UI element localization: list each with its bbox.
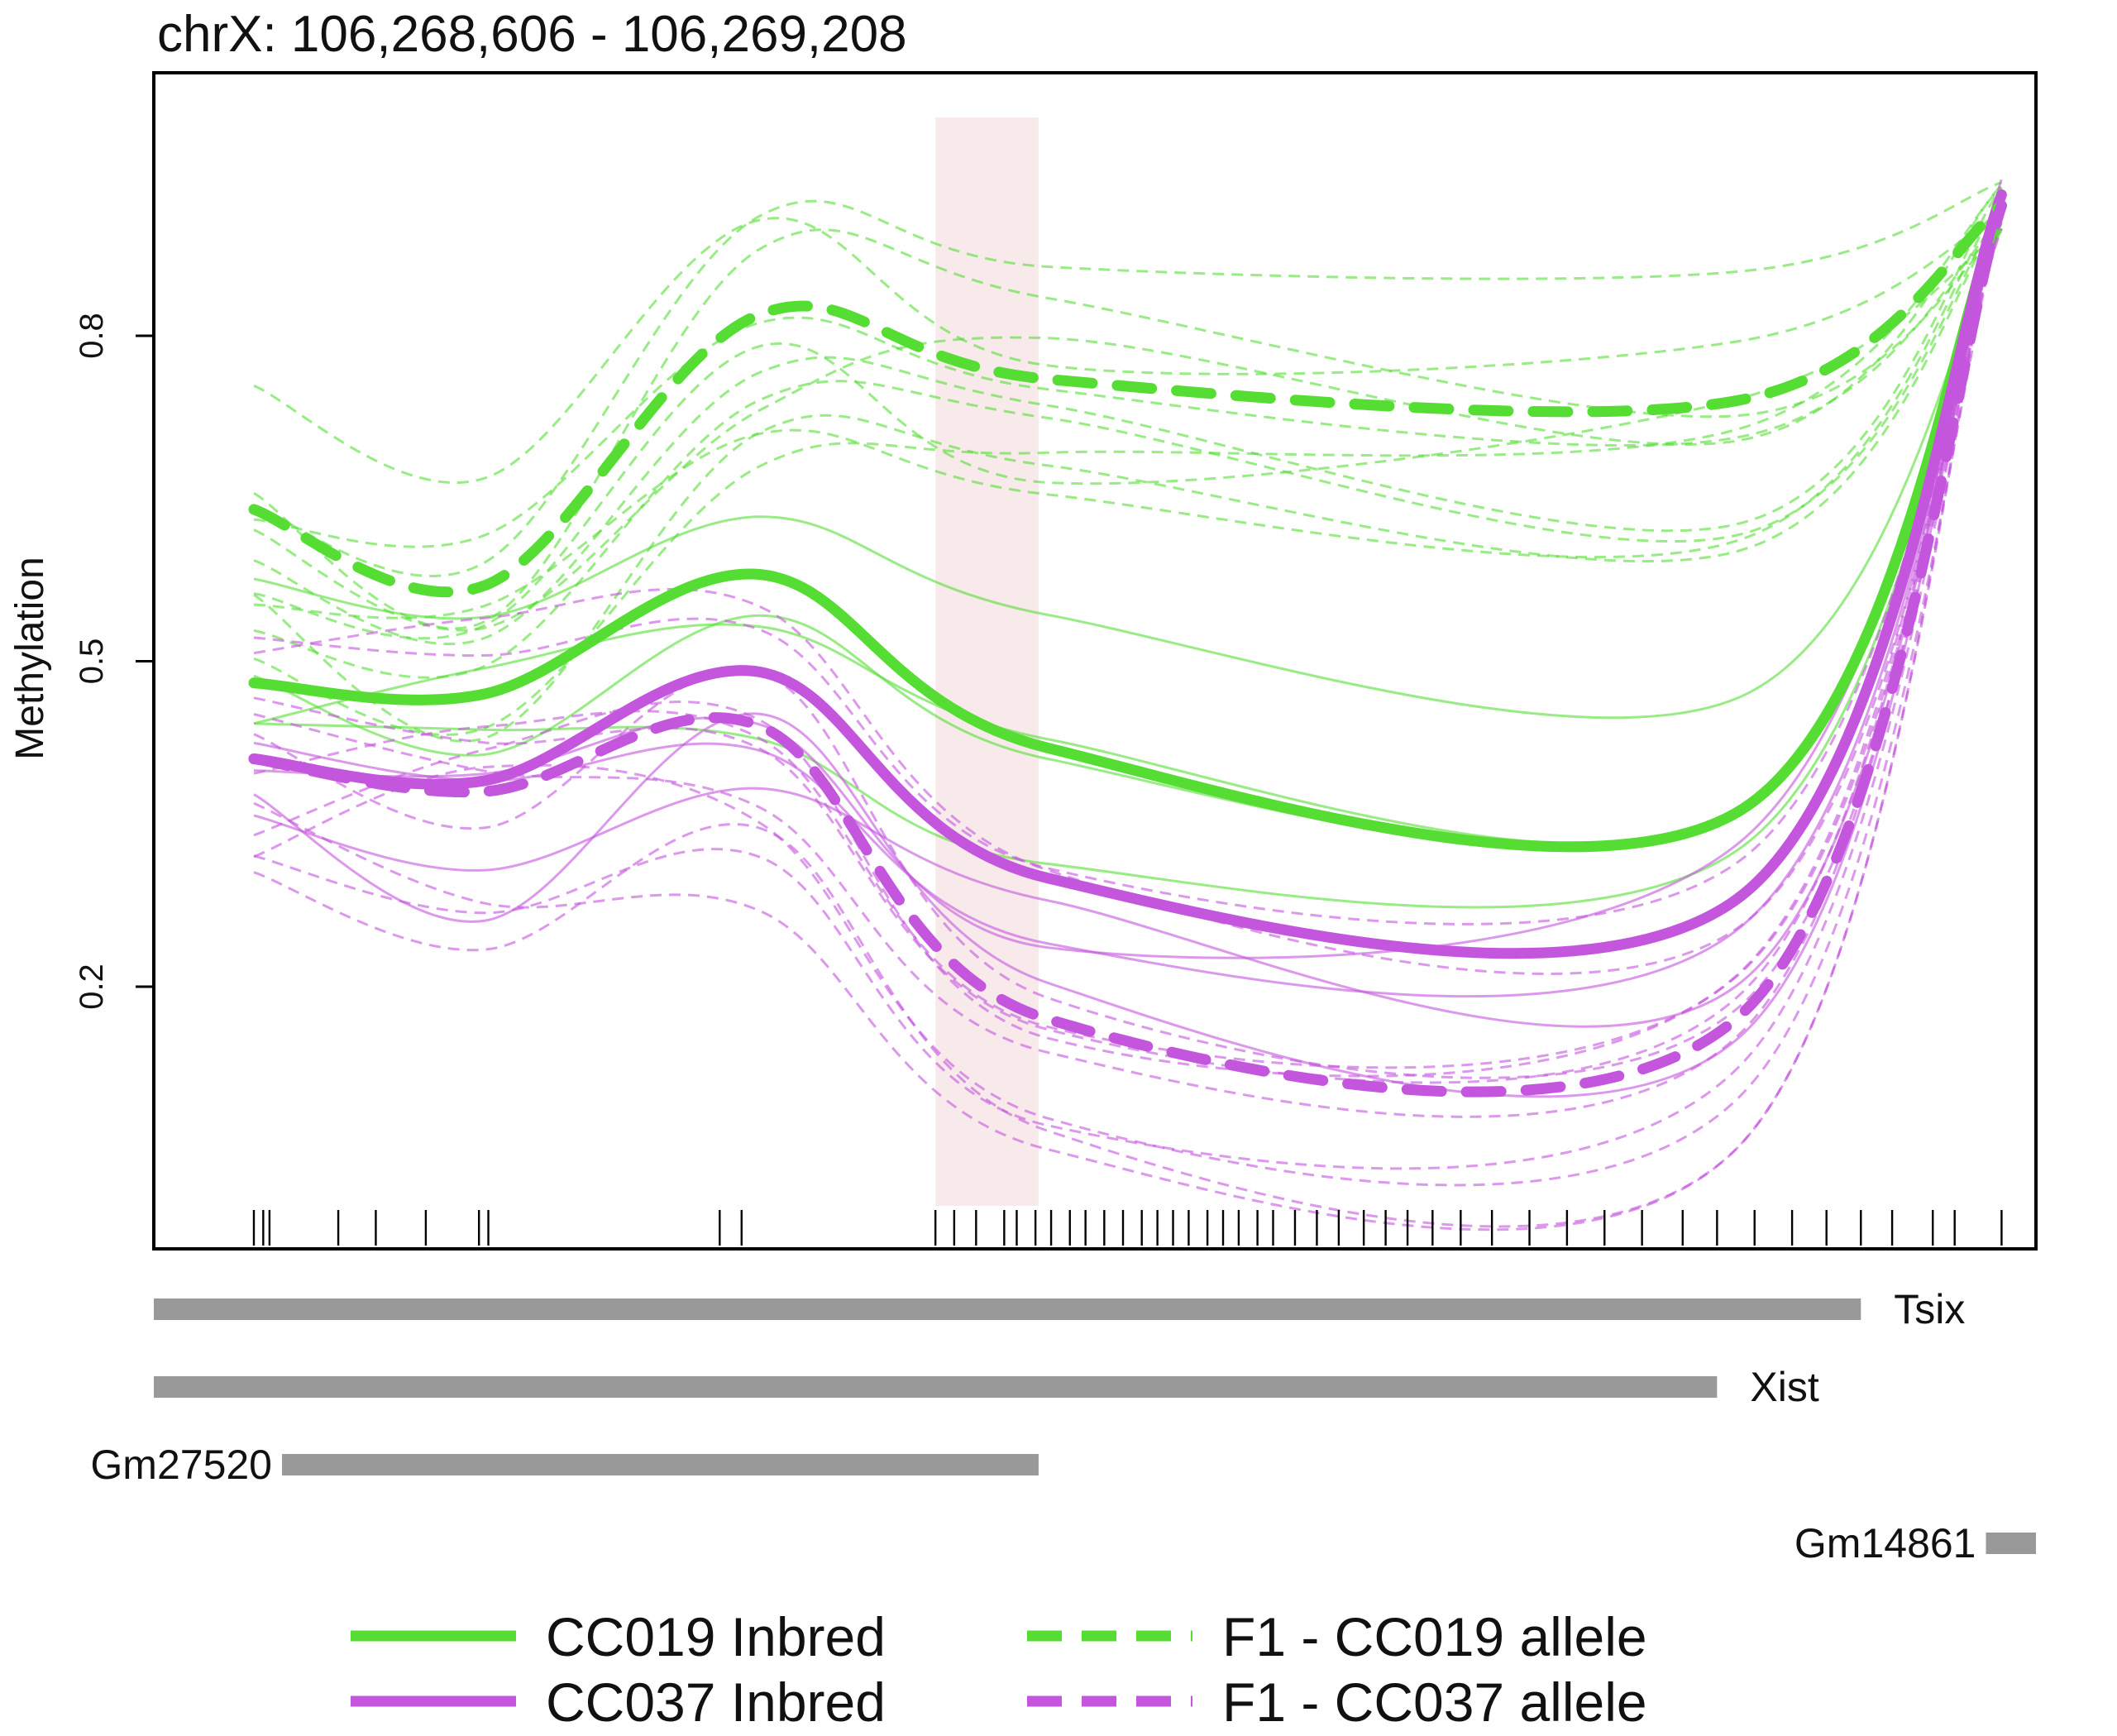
sample-line bbox=[253, 197, 2003, 959]
sample-line bbox=[253, 203, 2003, 1170]
gene-label: Gm14861 bbox=[1794, 1520, 1976, 1566]
legend-label: CC037 Inbred bbox=[546, 1671, 886, 1733]
sample-line bbox=[253, 227, 2003, 975]
sample-line bbox=[253, 228, 2003, 630]
sample-line bbox=[253, 213, 2003, 743]
series-lines bbox=[248, 189, 2007, 1098]
gene-bar bbox=[1986, 1533, 2036, 1554]
gene-label: Tsix bbox=[1894, 1286, 1965, 1332]
sample-line bbox=[253, 216, 2003, 1187]
sample-line bbox=[253, 231, 2003, 640]
cpg-rug bbox=[252, 1210, 2003, 1246]
gene-label: Xist bbox=[1750, 1364, 1818, 1410]
sample-line bbox=[253, 185, 2003, 736]
sample-line bbox=[253, 208, 2003, 679]
sample-line bbox=[253, 204, 2003, 925]
sample-line bbox=[253, 181, 2002, 577]
sample-line bbox=[253, 212, 2003, 484]
gene-label: Gm27520 bbox=[90, 1442, 272, 1488]
gene-bar bbox=[154, 1298, 1861, 1320]
sample-line bbox=[253, 195, 2003, 1078]
plot-frame bbox=[152, 71, 2038, 1251]
highlight-layer bbox=[935, 117, 1039, 1206]
legend-label: CC019 Inbred bbox=[546, 1606, 886, 1667]
gene-tracks: Tsix Xist Gm27520 Gm14861 bbox=[90, 1286, 2036, 1566]
y-tick-label: 0.5 bbox=[74, 638, 110, 685]
sample-line bbox=[253, 227, 2003, 720]
sample-line bbox=[253, 189, 2003, 1098]
series-line bbox=[248, 200, 2007, 598]
sample-line bbox=[253, 178, 2003, 1118]
sample-line bbox=[253, 186, 2003, 646]
series-line bbox=[248, 200, 2007, 1098]
y-tick-label: 0.8 bbox=[74, 313, 110, 359]
sample-line bbox=[253, 196, 2003, 1231]
chart-title: chrX: 106,268,606 - 106,269,208 bbox=[157, 6, 907, 63]
y-axis: 0.2 0.5 0.8 bbox=[74, 313, 154, 1010]
sample-line bbox=[253, 218, 2003, 548]
y-axis-label: Methylation bbox=[8, 557, 52, 759]
sample-line bbox=[253, 222, 2003, 909]
y-tick-label: 0.2 bbox=[74, 964, 110, 1010]
sample-line bbox=[253, 215, 2003, 1069]
sample-line bbox=[253, 198, 2003, 619]
highlight-region bbox=[935, 117, 1039, 1206]
legend-label: F1 - CC019 allele bbox=[1222, 1606, 1647, 1667]
legend-label: F1 - CC037 allele bbox=[1222, 1671, 1647, 1733]
sample-line bbox=[253, 184, 2003, 632]
gene-bar bbox=[282, 1454, 1039, 1475]
series-line bbox=[248, 189, 2007, 959]
gene-bar bbox=[154, 1376, 1718, 1398]
sample-line bbox=[253, 189, 2003, 1084]
individual-sample-lines bbox=[253, 178, 2003, 1231]
series-line bbox=[248, 200, 2007, 853]
sample-line bbox=[253, 216, 2003, 998]
sample-line bbox=[253, 191, 2003, 1228]
